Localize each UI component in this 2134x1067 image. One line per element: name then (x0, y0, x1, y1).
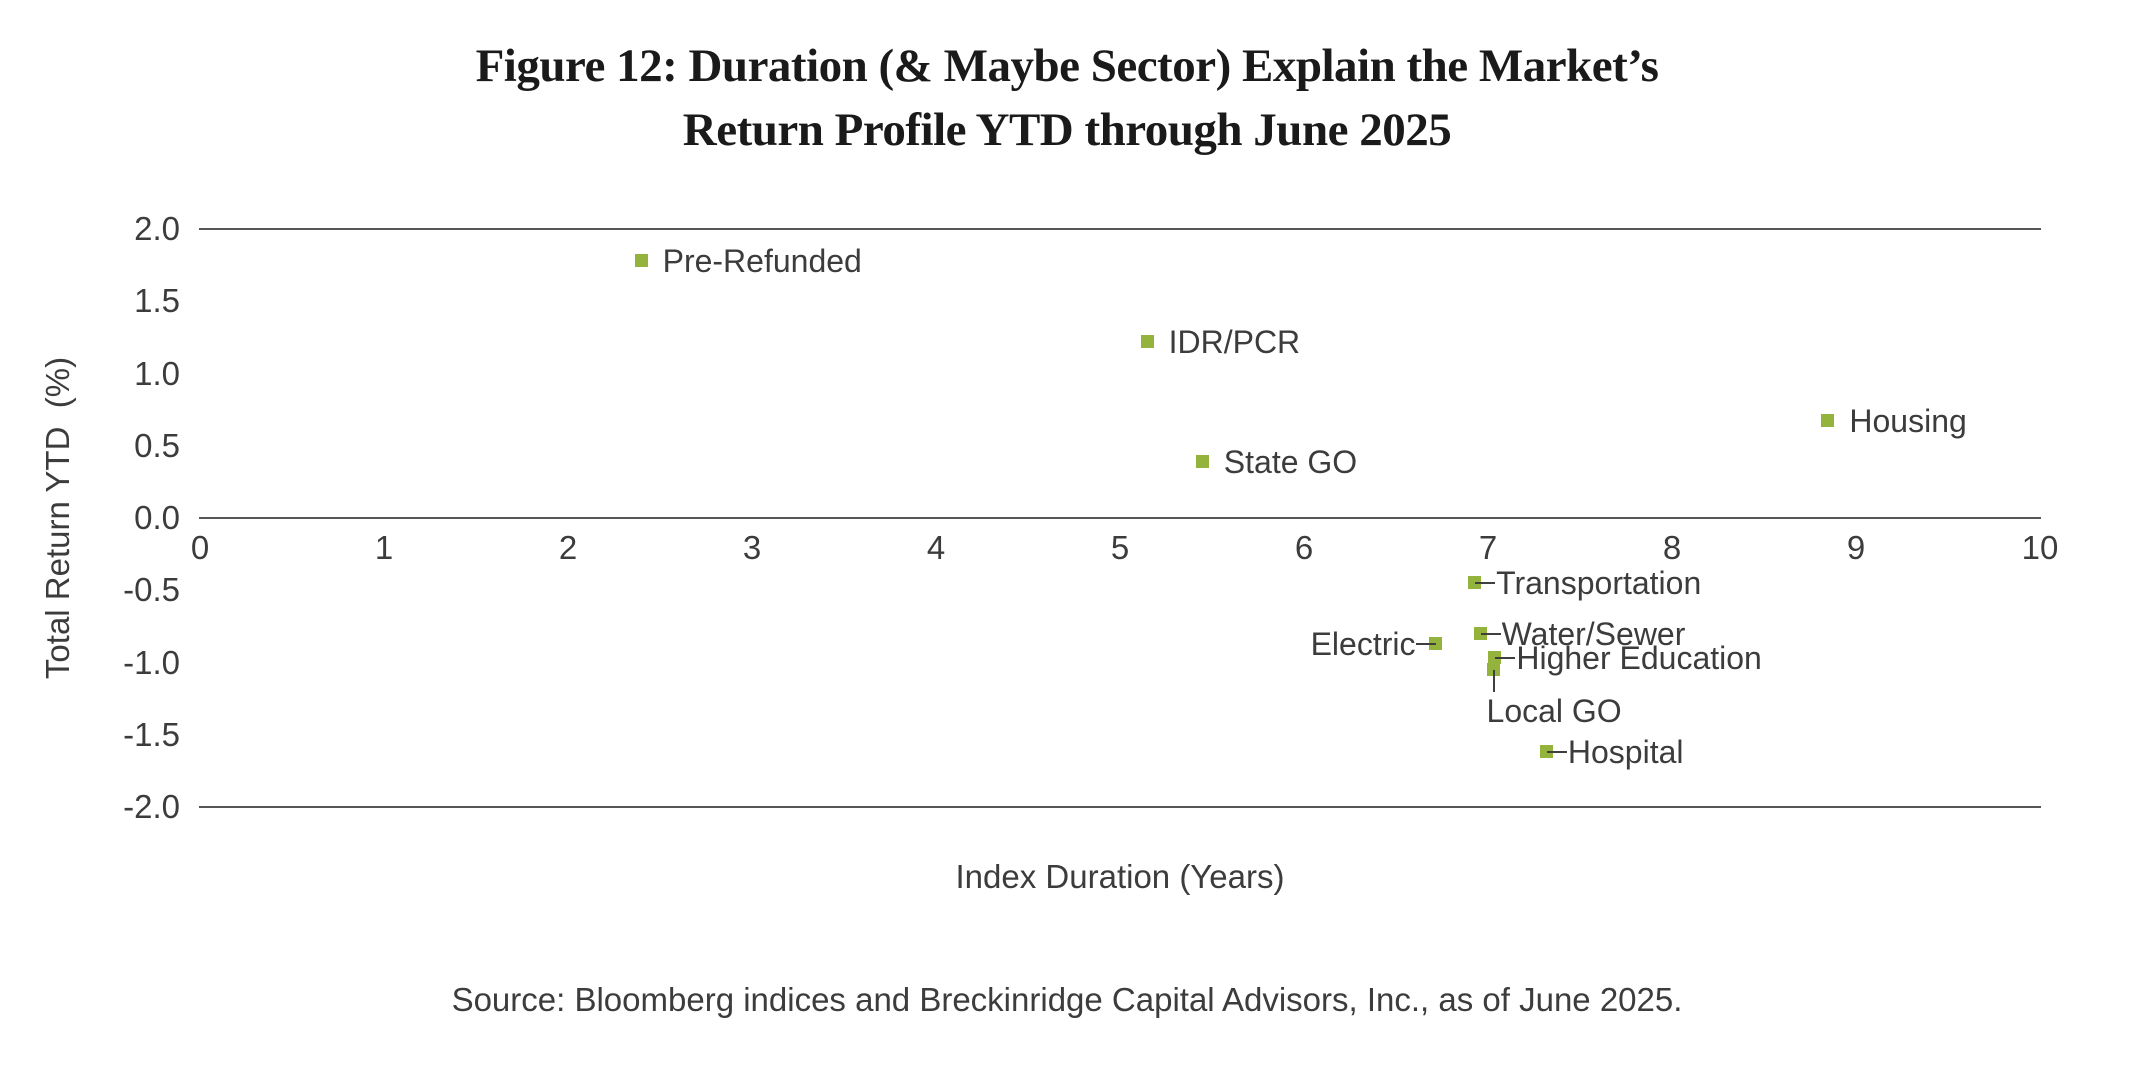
y-tick-label: 0.0 (134, 499, 180, 536)
x-tick-label: 6 (1294, 529, 1314, 566)
point-label-housing: Housing (1849, 403, 1967, 440)
point-label-transportation: Transportation (1496, 565, 1702, 602)
source-note: Source: Bloomberg indices and Breckinrid… (451, 981, 1683, 1018)
x-tick-label: 9 (1846, 529, 1866, 566)
y-tick-label: -0.5 (123, 571, 180, 609)
y-tick-label: -1.0 (123, 643, 180, 681)
x-tick-label: 2 (558, 529, 578, 566)
gridline-y-2 (199, 228, 2041, 230)
x-axis-title: Index Duration (Years) (955, 858, 1285, 895)
y-tick-label: -2.0 (123, 788, 180, 825)
gridline-y--2 (199, 806, 2041, 808)
x-tick-label: 5 (1110, 529, 1130, 566)
leader-line-water-sewer (1480, 632, 1501, 635)
scatter-point-higher-education (1488, 651, 1502, 665)
scatter-point-pre-refunded (634, 253, 648, 267)
y-tick-label: -1.5 (123, 715, 180, 753)
x-tick-label: 0 (190, 529, 210, 566)
y-axis-title: Total Return YTD (%) (39, 356, 76, 680)
figure-title-line2: Return Profile YTD through June 2025 (682, 104, 1452, 156)
point-label-state-go: State GO (1223, 443, 1358, 480)
leader-line-higher-education (1495, 657, 1516, 660)
x-tick-label: 3 (742, 529, 762, 566)
scatter-point-transportation (1468, 576, 1482, 590)
point-label-electric: Electric (1310, 625, 1416, 662)
scatter-point-local-go (1486, 662, 1500, 676)
point-label-hospital: Hospital (1567, 734, 1684, 771)
y-tick-label: 1.0 (134, 354, 180, 392)
leader-line-electric (1416, 642, 1437, 645)
point-label-water-sewer: Water/Sewer (1501, 615, 1686, 652)
scatter-point-housing (1821, 414, 1835, 428)
point-label-local-go: Local GO (1486, 692, 1622, 729)
point-label-pre-refunded: Pre-Refunded (662, 242, 862, 279)
scatter-point-water-sewer (1473, 626, 1487, 640)
scatter-point-idr-pcr (1140, 334, 1154, 348)
leader-line-local-go (1492, 669, 1495, 692)
x-tick-label: 4 (926, 529, 946, 566)
y-tick-label: 2.0 (134, 210, 180, 247)
x-tick-label: 7 (1478, 529, 1498, 566)
figure-title-line1: Figure 12: Duration (& Maybe Sector) Exp… (475, 40, 1659, 92)
point-label-higher-education: Higher Education (1516, 640, 1762, 677)
gridline-y-0 (199, 517, 2041, 519)
leader-line-transportation (1475, 582, 1496, 585)
x-tick-label: 1 (374, 529, 394, 566)
figure-title: Figure 12: Duration (& Maybe Sector) Exp… (0, 34, 2134, 162)
y-tick-label: 1.5 (134, 282, 180, 320)
x-tick-label: 8 (1662, 529, 1682, 566)
leader-line-hospital (1546, 751, 1567, 754)
scatter-point-state-go (1195, 454, 1209, 468)
point-label-idr-pcr: IDR/PCR (1168, 323, 1301, 360)
y-tick-label: 0.5 (134, 426, 180, 464)
scatter-point-hospital (1539, 745, 1553, 759)
x-tick-label: 10 (2021, 529, 2059, 566)
